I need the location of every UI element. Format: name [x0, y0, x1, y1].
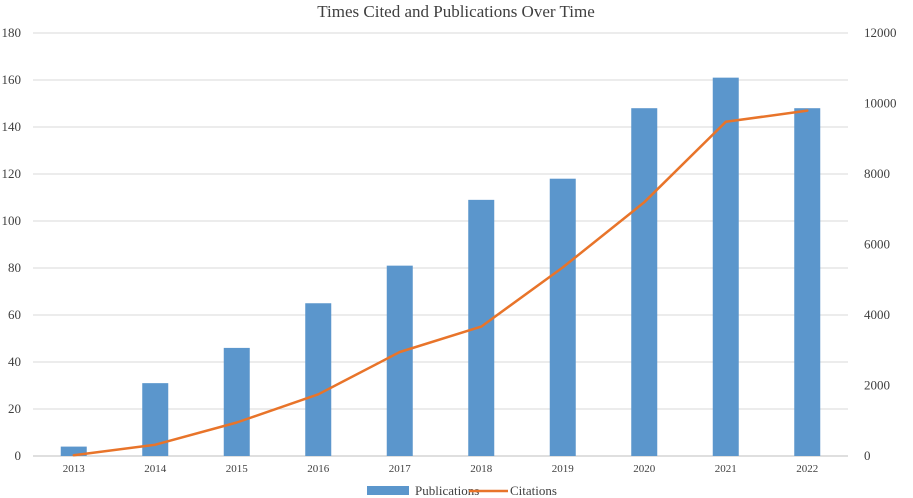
citations-line-group	[72, 109, 809, 457]
legend-label-citations: Citations	[510, 483, 557, 498]
left-tick-label: 180	[2, 25, 22, 40]
left-tick-label: 20	[8, 401, 21, 416]
bar-publications	[60, 446, 87, 456]
right-tick-label: 0	[864, 448, 871, 463]
x-tick-label: 2020	[633, 463, 656, 475]
bar-publications	[631, 108, 658, 456]
x-tick-label: 2015	[226, 463, 249, 475]
bar-publications	[223, 347, 250, 456]
citations-line	[72, 109, 809, 457]
bar-publications	[468, 199, 495, 456]
right-tick-label: 10000	[864, 96, 897, 111]
x-tick-label: 2022	[796, 463, 818, 475]
left-axis-ticks: 0 20 40 60 80 100 120 140 160 180	[2, 25, 22, 463]
left-tick-label: 140	[2, 119, 22, 134]
x-tick-label: 2018	[470, 463, 493, 475]
left-tick-label: 0	[15, 448, 22, 463]
left-tick-label: 100	[2, 213, 22, 228]
left-tick-label: 60	[8, 307, 21, 322]
right-tick-label: 8000	[864, 166, 890, 181]
legend-label-publications: Publications	[415, 483, 479, 498]
gridlines	[33, 32, 848, 457]
right-tick-label: 6000	[864, 237, 890, 252]
bar-publications	[386, 265, 413, 456]
x-tick-label: 2021	[715, 463, 737, 475]
right-tick-label: 12000	[864, 25, 897, 40]
bar-publications	[794, 108, 821, 456]
x-tick-label: 2013	[63, 463, 86, 475]
legend: Publications Citations	[367, 483, 557, 498]
bar-publications	[305, 303, 332, 456]
x-tick-label: 2014	[144, 463, 167, 475]
legend-swatch-publications	[367, 486, 409, 495]
right-axis-ticks: 0 2000 4000 6000 8000 10000 12000	[864, 25, 897, 463]
left-tick-label: 120	[2, 166, 22, 181]
x-tick-label: 2016	[307, 463, 330, 475]
chart-title: Times Cited and Publications Over Time	[317, 2, 595, 21]
right-tick-label: 2000	[864, 378, 890, 393]
left-tick-label: 40	[8, 354, 21, 369]
x-tick-label: 2017	[389, 463, 412, 475]
x-axis-ticks: 2013 2014 2015 2016 2017 2018 2019 2020 2021 2022	[63, 463, 819, 475]
left-tick-label: 80	[8, 260, 21, 275]
left-tick-label: 160	[2, 72, 22, 87]
publications-bars	[60, 77, 821, 457]
bar-publications	[712, 77, 739, 457]
bar-publications	[549, 178, 576, 456]
right-tick-label: 4000	[864, 307, 890, 322]
x-tick-label: 2019	[552, 463, 575, 475]
